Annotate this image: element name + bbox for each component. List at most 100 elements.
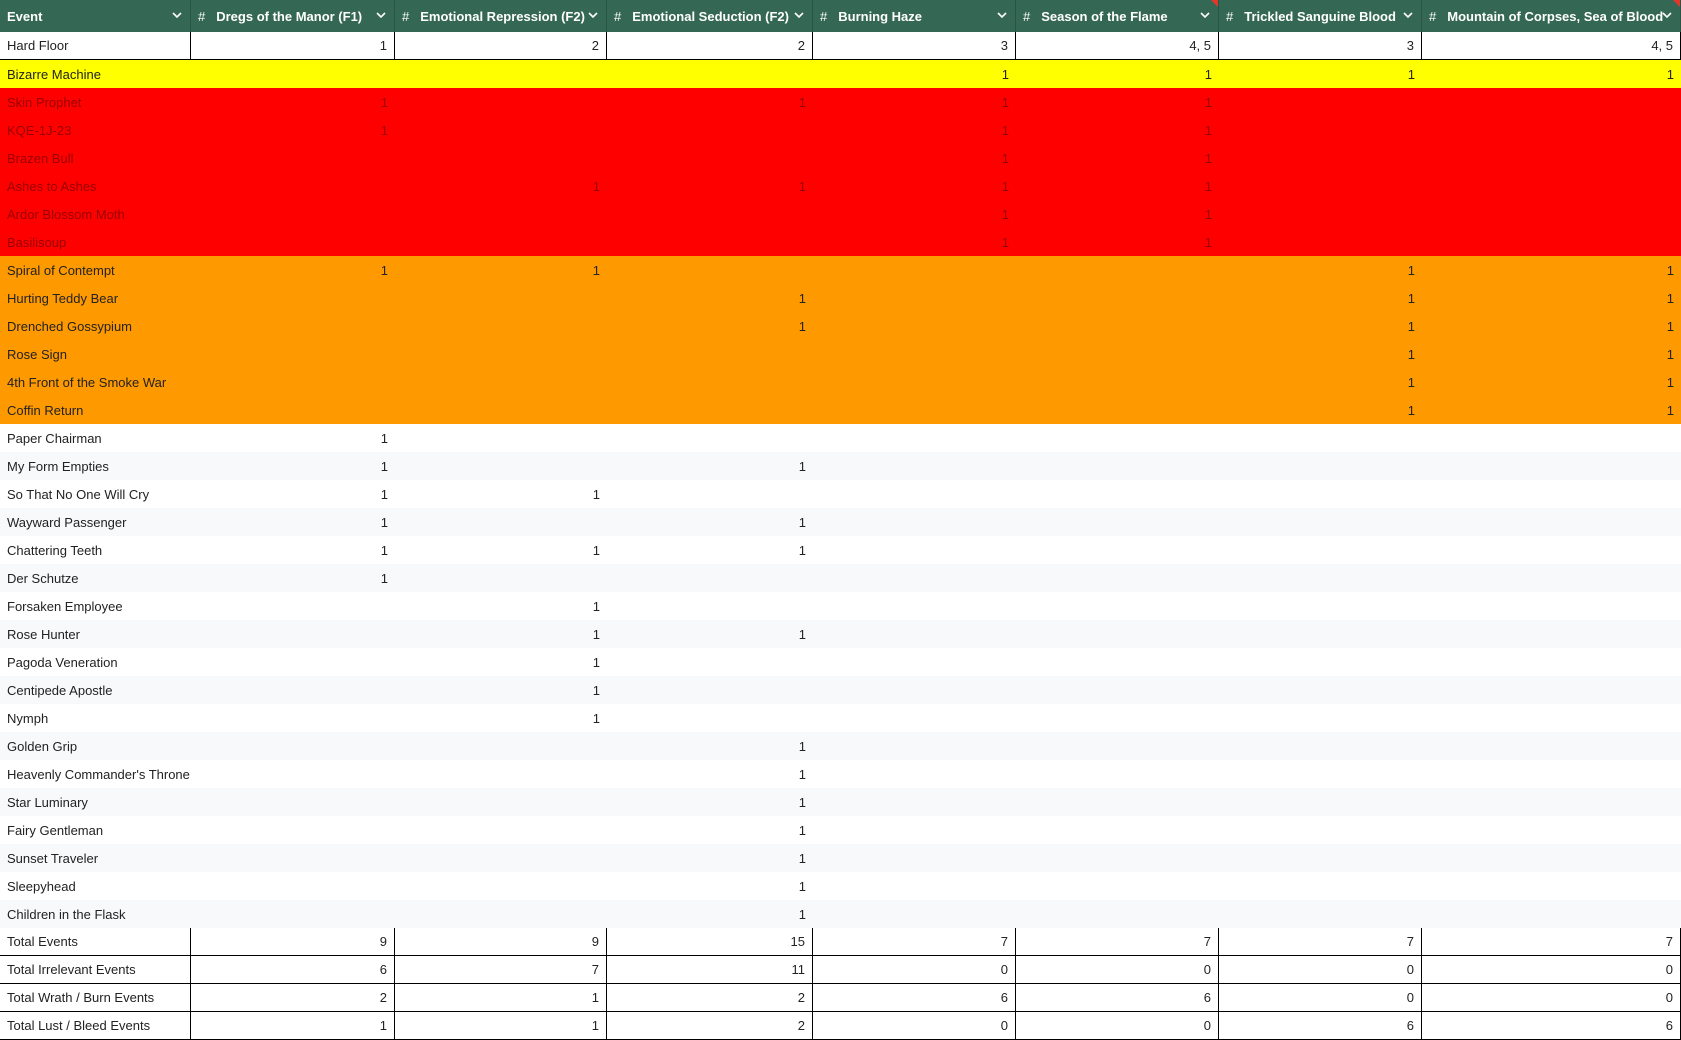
value-cell: 2 (607, 1012, 813, 1040)
filter-dropdown[interactable] (997, 11, 1007, 19)
value-cell (1422, 816, 1681, 844)
column-type-icon: # (1226, 8, 1234, 24)
value-cell (813, 256, 1016, 284)
value-cell: 1 (1666, 290, 1674, 306)
value-cell: 1 (1666, 374, 1674, 390)
column-type-icon: # (198, 8, 206, 24)
table-row: Ardor Blossom Moth 1 1 (0, 200, 1681, 228)
value-cell (1016, 844, 1219, 872)
value-cell: 1 (191, 32, 395, 60)
table-row: Total Wrath / Burn Events 2 1 2 6 6 0 0 (0, 984, 1681, 1012)
value-cell (1422, 508, 1681, 536)
event-cell: Rose Sign (7, 346, 67, 362)
value-cell (813, 536, 1016, 564)
value-cell (813, 396, 1016, 424)
table-row: Children in the Flask 1 (0, 900, 1681, 928)
value-cell (1016, 732, 1219, 760)
event-cell: Total Irrelevant Events (0, 956, 191, 984)
value-cell: 1 (1666, 318, 1674, 334)
value-cell (1219, 732, 1422, 760)
value-cell (1422, 88, 1681, 116)
filter-dropdown[interactable] (588, 11, 598, 19)
table-row: Forsaken Employee 1 (0, 592, 1681, 620)
event-cell: Rose Hunter (7, 626, 80, 642)
value-cell (395, 144, 607, 172)
value-cell (395, 424, 607, 452)
table-row: Nymph 1 (0, 704, 1681, 732)
column-header[interactable]: Event (0, 0, 191, 32)
value-cell: 1 (1407, 346, 1415, 362)
value-cell: 1 (798, 458, 806, 474)
value-cell (607, 704, 813, 732)
column-header[interactable]: # Emotional Repression (F2) (395, 0, 607, 32)
value-cell (607, 564, 813, 592)
table-row: Total Irrelevant Events 6 7 11 0 0 0 0 (0, 956, 1681, 984)
value-cell (191, 396, 395, 424)
value-cell (1219, 200, 1422, 228)
value-cell (1016, 816, 1219, 844)
value-cell (1422, 732, 1681, 760)
value-cell: 15 (607, 928, 813, 956)
value-cell: 7 (1016, 928, 1219, 956)
column-label: Emotional Repression (F2) (420, 8, 585, 24)
column-header[interactable]: # Mountain of Corpses, Sea of Blood (1422, 0, 1681, 32)
value-cell: 1 (592, 486, 600, 502)
value-cell: 1 (380, 486, 388, 502)
table-row: Golden Grip 1 (0, 732, 1681, 760)
value-cell (1016, 592, 1219, 620)
column-label: Season of the Flame (1041, 8, 1168, 24)
filter-dropdown[interactable] (1662, 11, 1672, 19)
chevron (376, 12, 386, 19)
value-cell: 9 (395, 928, 607, 956)
value-cell (607, 424, 813, 452)
column-header[interactable]: # Season of the Flame (1016, 0, 1219, 32)
value-cell: 1 (592, 682, 600, 698)
value-cell (395, 452, 607, 480)
value-cell (813, 592, 1016, 620)
value-cell (395, 844, 607, 872)
event-cell: Ashes to Ashes (7, 178, 97, 194)
value-cell: 0 (1016, 956, 1219, 984)
value-cell (395, 200, 607, 228)
comment-flag (1211, 0, 1218, 7)
column-header[interactable]: # Dregs of the Manor (F1) (191, 0, 395, 32)
value-cell (813, 760, 1016, 788)
event-cell: Star Luminary (7, 794, 88, 810)
value-cell (1422, 424, 1681, 452)
column-type-icon: # (402, 8, 410, 24)
filter-dropdown[interactable] (1403, 11, 1413, 19)
comment-flag (1673, 0, 1680, 7)
value-cell: 1 (798, 794, 806, 810)
value-cell (1219, 676, 1422, 704)
value-cell: 2 (607, 984, 813, 1012)
filter-dropdown[interactable] (172, 11, 182, 19)
value-cell: 7 (1422, 928, 1681, 956)
column-header[interactable]: # Emotional Seduction (F2) (607, 0, 813, 32)
value-cell: 7 (813, 928, 1016, 956)
column-header[interactable]: # Trickled Sanguine Blood (1219, 0, 1422, 32)
value-cell (1219, 116, 1422, 144)
value-cell: 0 (1422, 984, 1681, 1012)
value-cell (1219, 844, 1422, 872)
value-cell (813, 312, 1016, 340)
value-cell (813, 704, 1016, 732)
value-cell (813, 676, 1016, 704)
value-cell: 1 (798, 738, 806, 754)
event-cell: Sunset Traveler (7, 850, 99, 866)
table-row: Hurting Teddy Bear 1 1 1 (0, 284, 1681, 312)
table-row: Heavenly Commander's Throne 1 (0, 760, 1681, 788)
value-cell (395, 88, 607, 116)
event-cell: Sleepyhead (7, 878, 76, 894)
filter-dropdown[interactable] (376, 11, 386, 19)
filter-dropdown[interactable] (1200, 11, 1210, 19)
event-cell: KQE-1J-23 (7, 122, 72, 138)
filter-dropdown[interactable] (794, 11, 804, 19)
value-cell (813, 424, 1016, 452)
value-cell (395, 396, 607, 424)
value-cell: 1 (798, 850, 806, 866)
column-type-icon: # (614, 8, 622, 24)
event-cell: Ardor Blossom Moth (7, 206, 125, 222)
column-header[interactable]: # Burning Haze (813, 0, 1016, 32)
column-label: Event (7, 8, 43, 24)
value-cell (191, 144, 395, 172)
